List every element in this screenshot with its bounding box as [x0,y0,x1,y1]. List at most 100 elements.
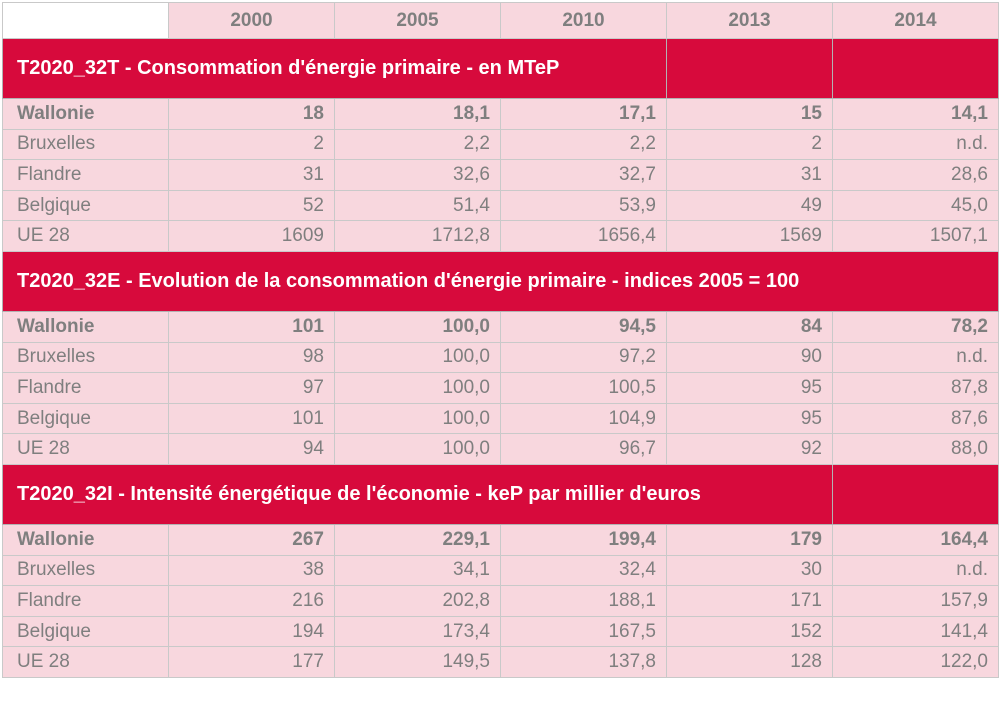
value-cell: 14,1 [832,98,999,130]
value-cell: 53,9 [500,189,667,222]
value-cell: 78,2 [832,310,999,343]
value-cell: 1609 [168,220,335,252]
value-cell: 152 [666,615,833,648]
region-label: Bruxelles [2,554,169,587]
value-cell: 1507,1 [832,220,999,252]
value-cell: n.d. [832,554,999,587]
value-cell: 101 [168,402,335,435]
value-cell: 149,5 [334,646,501,678]
region-label: Flandre [2,372,169,404]
value-cell: 87,8 [832,372,999,404]
table-row: Belgique 194 173,4 167,5 152 141,4 [2,615,999,648]
region-label: Belgique [2,402,169,435]
value-cell: 95 [666,402,833,435]
value-cell: 100,0 [334,433,501,465]
value-cell: 199,4 [500,523,667,556]
value-cell: 1569 [666,220,833,252]
value-cell: 30 [666,554,833,587]
value-cell: 97 [168,372,335,404]
table-row: Bruxelles 98 100,0 97,2 90 n.d. [2,341,999,374]
value-cell: 84 [666,310,833,343]
energy-table: 2000 2005 2010 2013 2014 T2020_32T - Con… [2,2,999,678]
value-cell: 167,5 [500,615,667,648]
value-cell: 177 [168,646,335,678]
region-label: UE 28 [2,646,169,678]
value-cell: 128 [666,646,833,678]
value-cell: 32,4 [500,554,667,587]
value-cell: 88,0 [832,433,999,465]
section-title: T2020_32I - Intensité énergétique de l'é… [2,463,833,525]
year-header: 2014 [832,2,999,39]
value-cell: 31 [168,159,335,191]
section-header: T2020_32I - Intensité énergétique de l'é… [2,463,999,525]
value-cell: 2 [168,128,335,161]
table-row: UE 28 177 149,5 137,8 128 122,0 [2,646,999,678]
section-blank-cell [832,38,999,99]
section-header: T2020_32E - Evolution de la consommation… [2,250,999,312]
value-cell: n.d. [832,128,999,161]
value-cell: 32,6 [334,159,501,191]
region-label: Flandre [2,585,169,617]
table-row: Bruxelles 38 34,1 32,4 30 n.d. [2,554,999,587]
value-cell: 100,0 [334,310,501,343]
table-row: UE 28 94 100,0 96,7 92 88,0 [2,433,999,465]
header-row: 2000 2005 2010 2013 2014 [2,2,999,39]
value-cell: 38 [168,554,335,587]
value-cell: 45,0 [832,189,999,222]
value-cell: 157,9 [832,585,999,617]
table-row: Belgique 52 51,4 53,9 49 45,0 [2,189,999,222]
region-label: Wallonie [2,523,169,556]
region-label: UE 28 [2,220,169,252]
value-cell: 2,2 [500,128,667,161]
value-cell: 1656,4 [500,220,667,252]
table-row: Belgique 101 100,0 104,9 95 87,6 [2,402,999,435]
value-cell: 18 [168,98,335,130]
section-header: T2020_32T - Consommation d'énergie prima… [2,38,999,99]
value-cell: 100,5 [500,372,667,404]
value-cell: 18,1 [334,98,501,130]
value-cell: n.d. [832,341,999,374]
value-cell: 31 [666,159,833,191]
value-cell: 104,9 [500,402,667,435]
value-cell: 267 [168,523,335,556]
value-cell: 122,0 [832,646,999,678]
value-cell: 28,6 [832,159,999,191]
value-cell: 216 [168,585,335,617]
section-blank-cell [666,38,833,99]
table-row: Bruxelles 2 2,2 2,2 2 n.d. [2,128,999,161]
value-cell: 49 [666,189,833,222]
value-cell: 96,7 [500,433,667,465]
region-label: Bruxelles [2,128,169,161]
table-row: Flandre 31 32,6 32,7 31 28,6 [2,159,999,191]
table-row: Flandre 216 202,8 188,1 171 157,9 [2,585,999,617]
value-cell: 2,2 [334,128,501,161]
value-cell: 101 [168,310,335,343]
region-label: Belgique [2,615,169,648]
value-cell: 92 [666,433,833,465]
value-cell: 202,8 [334,585,501,617]
region-label: Wallonie [2,98,169,130]
value-cell: 52 [168,189,335,222]
value-cell: 100,0 [334,402,501,435]
value-cell: 164,4 [832,523,999,556]
section-blank-cell [832,463,999,525]
region-label: Wallonie [2,310,169,343]
section-title: T2020_32T - Consommation d'énergie prima… [2,38,667,99]
value-cell: 100,0 [334,341,501,374]
value-cell: 137,8 [500,646,667,678]
table-row: Wallonie 267 229,1 199,4 179 164,4 [2,523,999,556]
value-cell: 173,4 [334,615,501,648]
value-cell: 100,0 [334,372,501,404]
value-cell: 34,1 [334,554,501,587]
value-cell: 32,7 [500,159,667,191]
value-cell: 194 [168,615,335,648]
value-cell: 98 [168,341,335,374]
value-cell: 87,6 [832,402,999,435]
region-label: Belgique [2,189,169,222]
value-cell: 179 [666,523,833,556]
value-cell: 97,2 [500,341,667,374]
corner-cell [2,2,169,39]
table-row: Wallonie 101 100,0 94,5 84 78,2 [2,310,999,343]
year-header: 2013 [666,2,833,39]
table-row: Wallonie 18 18,1 17,1 15 14,1 [2,98,999,130]
